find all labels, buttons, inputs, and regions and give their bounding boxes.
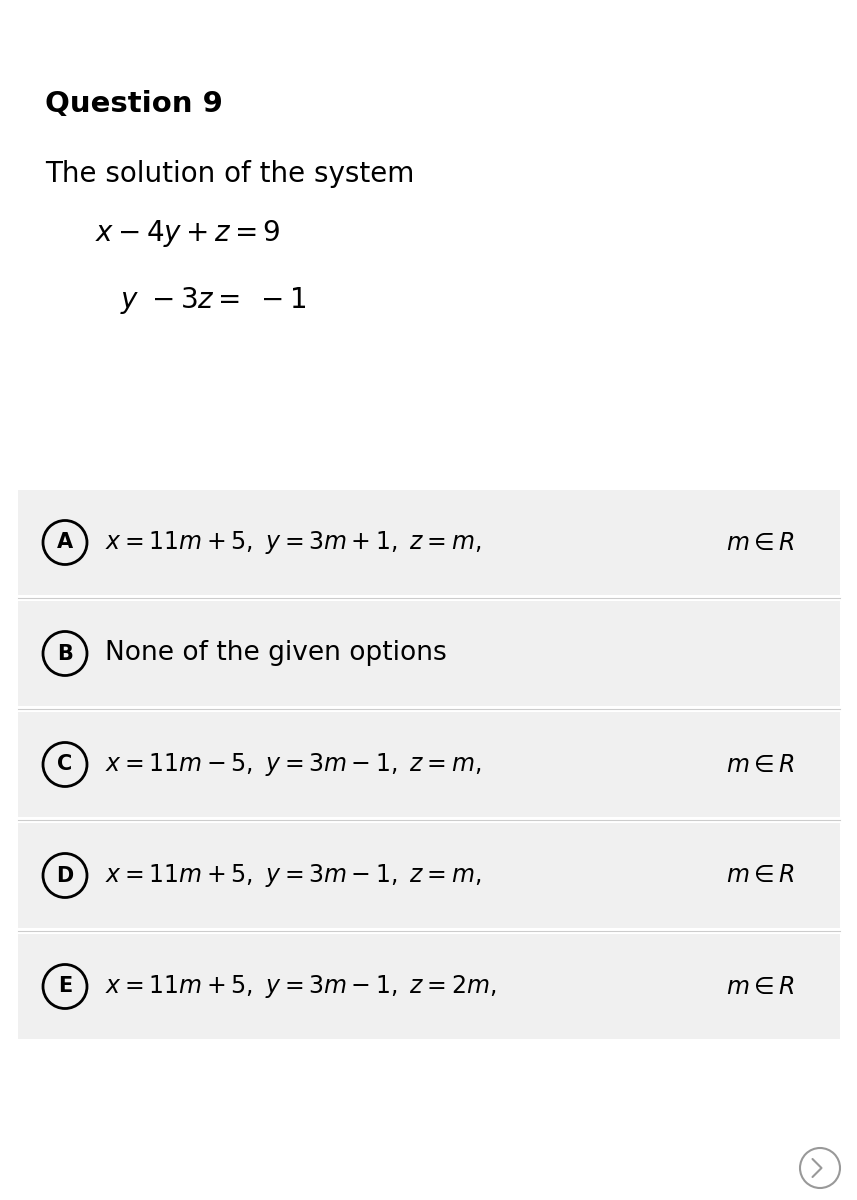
Text: C: C [57,755,73,774]
Text: $x = 11m+5,\ y=3m+1,\ z = m,$: $x = 11m+5,\ y=3m+1,\ z = m,$ [105,529,482,556]
Text: $x = 11m+5,\ y=3m-1,\ z = 2m,$: $x = 11m+5,\ y=3m-1,\ z = 2m,$ [105,973,496,1000]
Text: D: D [57,865,74,886]
Text: Question 9: Question 9 [45,90,223,118]
Text: The solution of the system: The solution of the system [45,160,415,188]
Text: B: B [57,643,73,664]
Text: None of the given options: None of the given options [105,641,446,666]
FancyBboxPatch shape [18,712,840,817]
FancyBboxPatch shape [18,490,840,595]
Text: $m \in R$: $m \in R$ [726,530,795,554]
Text: $m \in R$: $m \in R$ [726,864,795,888]
Text: $y \ - 3z = \ -1$: $y \ - 3z = \ -1$ [120,284,307,316]
Text: $m \in R$: $m \in R$ [726,752,795,776]
FancyBboxPatch shape [18,823,840,928]
Text: $x - 4y + z = 9$: $x - 4y + z = 9$ [95,218,281,248]
Text: $m \in R$: $m \in R$ [726,974,795,998]
Text: $x = 11m+5,\ y=3m-1,\ z = m,$: $x = 11m+5,\ y=3m-1,\ z = m,$ [105,862,482,889]
Text: A: A [57,533,73,552]
Text: $x = 11m-5,\ y=3m-1,\ z = m,$: $x = 11m-5,\ y=3m-1,\ z = m,$ [105,751,482,778]
FancyBboxPatch shape [18,601,840,706]
FancyBboxPatch shape [18,934,840,1039]
Text: E: E [58,977,72,996]
